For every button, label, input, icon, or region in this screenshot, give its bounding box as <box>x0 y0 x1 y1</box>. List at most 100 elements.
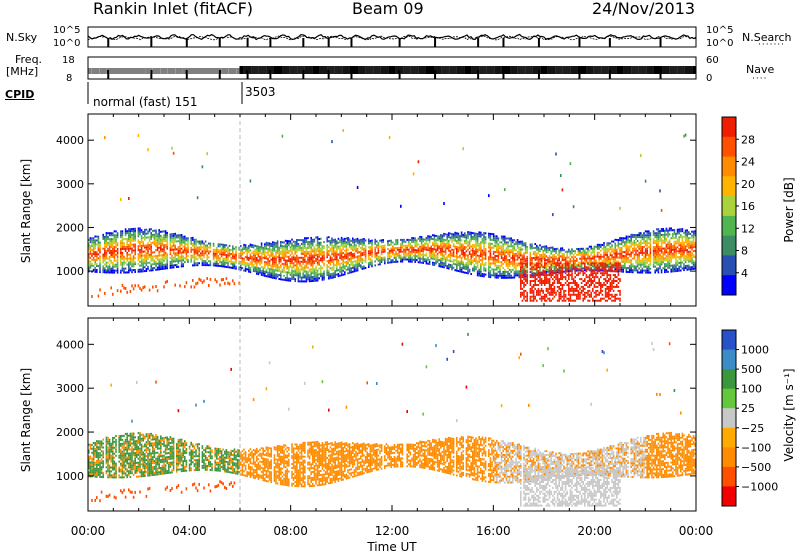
data-cell <box>545 251 548 254</box>
data-cell <box>265 243 268 246</box>
data-cell <box>329 241 332 244</box>
data-cell <box>257 259 260 262</box>
data-cell <box>254 260 256 263</box>
data-cell <box>308 252 311 255</box>
data-cell <box>225 244 228 247</box>
data-cell <box>155 262 157 265</box>
data-cell <box>540 255 543 258</box>
data-cell <box>505 243 508 246</box>
data-cell <box>286 255 288 258</box>
data-cell <box>444 258 447 261</box>
data-cell <box>353 254 356 257</box>
data-cell <box>305 239 308 242</box>
data-cell <box>164 251 167 254</box>
data-cell <box>235 259 237 262</box>
data-cell <box>483 251 485 254</box>
data-cell <box>536 291 538 294</box>
data-cell <box>272 245 274 248</box>
data-cell <box>561 259 564 262</box>
data-cell <box>433 244 436 247</box>
data-cell <box>273 259 276 262</box>
data-cell <box>352 261 354 263</box>
data-cell <box>380 249 383 252</box>
data-cell <box>172 236 175 239</box>
data-cell <box>432 255 434 258</box>
data-cell <box>360 250 362 253</box>
data-cell <box>390 241 392 244</box>
data-cell <box>177 250 180 252</box>
data-cell <box>246 258 248 261</box>
data-cell <box>281 245 284 248</box>
data-cell <box>115 238 117 241</box>
data-cell <box>403 240 405 243</box>
data-cell <box>105 245 108 248</box>
data-cell <box>353 266 356 269</box>
data-cell <box>558 262 560 265</box>
data-cell <box>267 253 269 256</box>
data-cell <box>276 248 279 251</box>
data-cell <box>160 234 162 237</box>
data-cell <box>440 259 442 262</box>
data-cell <box>308 262 311 265</box>
data-cell <box>144 230 146 233</box>
data-cell <box>468 247 471 250</box>
data-cell <box>137 134 140 137</box>
data-cell <box>313 252 316 255</box>
data-cell <box>475 246 477 249</box>
data-cell <box>569 299 572 302</box>
data-cell <box>521 270 524 272</box>
data-cell <box>284 245 287 248</box>
data-cell <box>331 253 333 256</box>
data-cell <box>401 246 404 249</box>
data-cell <box>494 256 496 259</box>
data-cell <box>123 244 125 246</box>
data-cell <box>441 254 444 257</box>
data-cell <box>507 263 509 265</box>
data-cell <box>115 259 117 262</box>
data-cell <box>152 241 154 244</box>
data-cell <box>521 242 524 245</box>
data-cell <box>510 261 512 263</box>
data-cell <box>441 246 444 249</box>
data-cell <box>409 252 412 255</box>
data-cell <box>284 265 287 268</box>
data-cell <box>550 266 552 269</box>
data-cell <box>524 248 527 251</box>
data-cell <box>392 249 394 252</box>
data-cell <box>569 293 572 296</box>
data-cell <box>166 237 168 240</box>
data-cell <box>395 254 397 257</box>
data-cell <box>427 245 429 247</box>
data-cell <box>187 243 189 246</box>
data-cell <box>88 260 90 263</box>
data-cell <box>233 267 236 270</box>
data-cell <box>448 265 450 268</box>
data-cell <box>523 272 525 275</box>
data-cell <box>448 243 450 246</box>
data-cell <box>155 233 157 236</box>
data-cell <box>520 258 522 261</box>
data-cell <box>512 257 514 259</box>
data-cell <box>291 256 293 259</box>
data-cell <box>481 275 484 278</box>
data-cell <box>305 262 308 265</box>
data-cell <box>259 251 261 254</box>
data-cell <box>516 256 519 259</box>
data-cell <box>417 247 420 250</box>
data-cell <box>294 272 296 275</box>
data-cell <box>462 265 464 268</box>
data-cell <box>459 254 461 257</box>
data-cell <box>193 244 196 247</box>
data-cell <box>544 272 546 275</box>
data-cell <box>182 239 184 242</box>
data-cell <box>492 258 495 261</box>
data-cell <box>244 256 247 259</box>
data-cell <box>224 281 226 285</box>
data-cell <box>387 252 389 254</box>
data-cell <box>484 252 487 254</box>
data-cell <box>142 244 144 247</box>
data-cell <box>108 265 111 268</box>
data-cell <box>526 282 528 284</box>
data-cell <box>526 276 528 279</box>
data-cell <box>518 254 520 257</box>
